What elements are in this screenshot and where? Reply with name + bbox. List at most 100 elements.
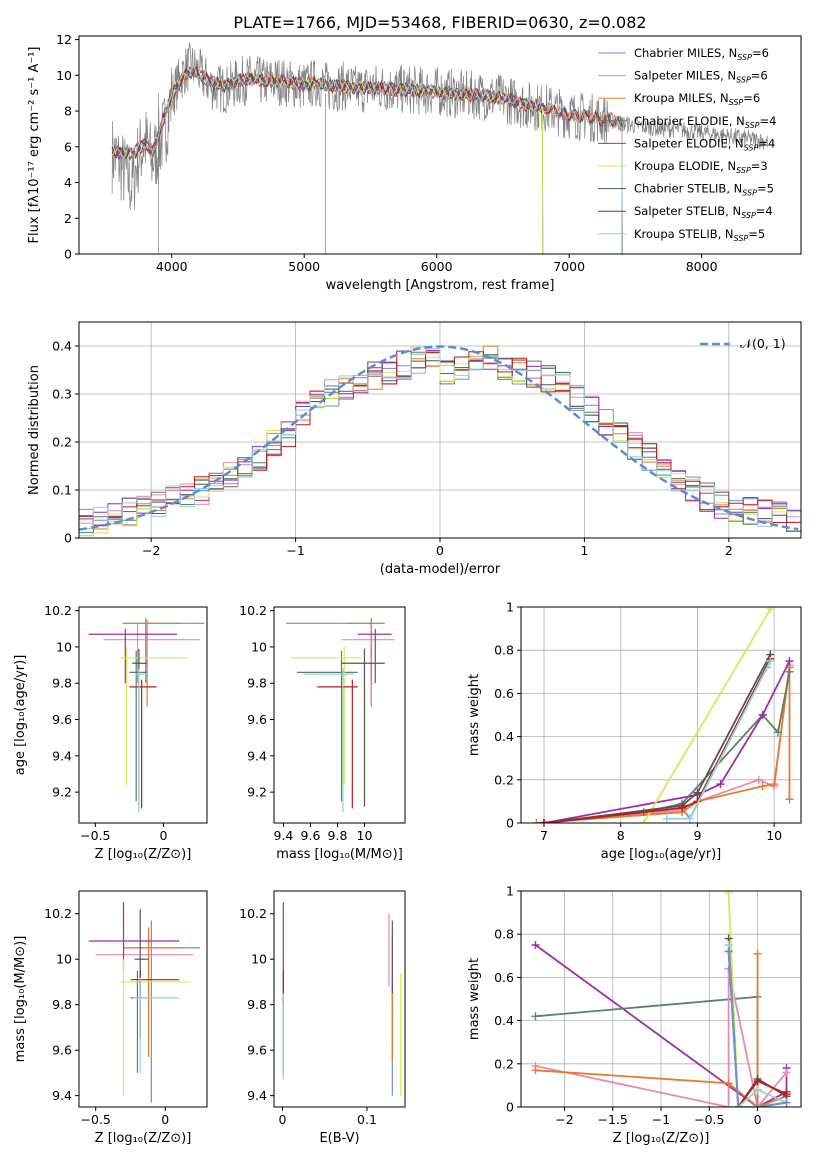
weight-point-marker (785, 667, 794, 676)
y-tick-label: 9.4 (247, 1088, 267, 1103)
x-tick-label: −2 (555, 1112, 573, 1127)
x-tick-label: 8000 (686, 259, 718, 274)
y-tick-label: 0.8 (494, 643, 514, 658)
y-tick-label: 9.6 (247, 712, 267, 727)
x-tick-label: −1 (652, 1112, 670, 1127)
y-tick-label: 10.2 (239, 603, 267, 618)
legend-entry: Chabrier MILES, NSSP=6 (634, 46, 769, 62)
weight-point-marker (766, 607, 775, 614)
x-tick-label: 0 (159, 828, 167, 843)
gaussian-curve (79, 345, 799, 531)
axes-frame (78, 606, 208, 824)
y-axis-label: mass [log₁₀(M/M⊙)] (13, 936, 28, 1063)
weight-point-marker (716, 780, 725, 789)
y-tick-label: 9.2 (52, 785, 72, 800)
mass-vs-ebv-marks (282, 902, 402, 1096)
x-tick-label: 0 (278, 1112, 286, 1127)
weight-line-kroupa-elodie (727, 893, 758, 1107)
y-tick-label: 0.1 (52, 483, 72, 498)
axes-frame (78, 35, 802, 255)
x-axis-label: mass [log₁₀(M/M⊙)] (276, 847, 403, 862)
axes-frame (273, 606, 406, 824)
y-tick-label: 0.8 (494, 927, 514, 942)
y-tick-label: 9.6 (52, 712, 72, 727)
y-tick-label: 10 (56, 68, 72, 83)
x-tick-label: 10 (766, 828, 782, 843)
y-tick-label: 9.4 (52, 1088, 72, 1103)
weight-point-marker (693, 788, 702, 797)
weight-line-salpeter-stelib (543, 658, 772, 823)
x-tick-label: −0.5 (80, 828, 110, 843)
y-tick-label: 10 (251, 952, 267, 967)
y-axis-label: age [log₁₀(age/yr)] (13, 655, 28, 776)
spectrum-panel: 4000 5000 6000 7000 8000 0 2 4 6 8 10 12 wavelength … (27, 32, 802, 293)
residuals-marks (79, 345, 801, 537)
x-tick-label: 5000 (288, 259, 320, 274)
y-axis-label: mass weight (467, 674, 482, 756)
model-line-chabrier-stelib (111, 66, 623, 254)
y-tick-label: 10 (56, 639, 72, 654)
x-tick-label: −1.5 (598, 1112, 628, 1127)
weight-point-marker (753, 1085, 762, 1094)
y-tick-label: 10 (251, 639, 267, 654)
y-tick-label: 1 (506, 884, 514, 899)
x-axis-label: E(B-V) (319, 1131, 359, 1146)
weight-point-marker (540, 819, 549, 823)
y-tick-label: 0 (64, 531, 72, 546)
x-tick-label: 0.1 (357, 1112, 377, 1127)
y-axis-label: mass weight (467, 958, 482, 1040)
y-axis-label: Flux [fλ10⁻¹⁷ erg cm⁻² s⁻¹ A⁻¹] (27, 47, 42, 244)
x-axis-label: age [log₁₀(age/yr)] (601, 847, 722, 862)
y-tick-label: 0.6 (494, 970, 514, 985)
y-tick-label: 0.2 (494, 1056, 514, 1071)
age-vs-mass-panel: 9.4 9.6 9.8 10 9.2 9.4 9.6 9.8 10 10.2 mass [log₁₀… (239, 603, 406, 862)
x-axis-label: Z [log₁₀(Z/Z⊙)] (95, 1131, 192, 1146)
mass-weight-vs-age-panel: 7 8 9 10 0 0.2 0.4 0.6 0.8 1 age [log₁₀(age/yr)] ma… (467, 600, 802, 862)
x-tick-label: −1 (286, 543, 304, 558)
legend-entry: 𝒩(0, 1) (740, 336, 786, 351)
weight-line-kroupa-elodie (642, 608, 772, 823)
y-tick-label: 10.2 (44, 603, 72, 618)
y-tick-label: 0.4 (494, 729, 514, 744)
weight-point-marker (782, 1098, 791, 1107)
x-axis-label: Z [log₁₀(Z/Z⊙)] (613, 1131, 710, 1146)
weight-point-marker (753, 949, 762, 958)
weight-point-marker (773, 728, 782, 737)
legend-entry: Salpeter ELODIE, NSSP=4 (634, 136, 775, 152)
mass-weight-vs-Z-marks (531, 891, 791, 1107)
model-line-kroupa-stelib (112, 64, 623, 254)
age-vs-Z-panel: −0.5 0 9.2 9.4 9.6 9.8 10 10.2 Z [log₁₀(Z/Z⊙)] ag… (13, 603, 208, 862)
y-axis-label: Normed distribution (27, 365, 42, 495)
x-tick-label: 9.6 (301, 828, 321, 843)
y-tick-label: 9.6 (247, 1043, 267, 1058)
y-tick-label: 1 (506, 600, 514, 615)
legend-entry: Kroupa ELODIE, NSSP=3 (634, 159, 768, 175)
weight-point-marker (531, 941, 540, 949)
legend-entry: Chabrier ELODIE, NSSP=4 (634, 114, 776, 130)
weight-point-marker (662, 814, 671, 823)
legend-entry: Salpeter MILES, NSSP=6 (634, 69, 768, 85)
weight-point-marker (782, 1090, 791, 1099)
y-tick-label: 10 (56, 952, 72, 967)
y-tick-label: 9.8 (247, 676, 267, 691)
y-tick-label: 10.2 (239, 906, 267, 921)
x-tick-label: 8 (617, 828, 625, 843)
x-tick-label: 9.4 (274, 828, 294, 843)
y-tick-label: 0 (506, 816, 514, 831)
weight-line-chabrier-stelib (543, 654, 772, 823)
weight-point-marker (724, 947, 733, 956)
x-tick-label: 10 (357, 828, 373, 843)
x-tick-label: −2 (142, 543, 160, 558)
x-axis-label: wavelength [Angstrom, rest frame] (326, 278, 555, 293)
y-tick-label: 9.4 (247, 748, 267, 763)
y-tick-label: 9.8 (52, 997, 72, 1012)
legend-entry: Salpeter STELIB, NSSP=4 (634, 204, 773, 220)
x-tick-label: 0 (161, 1112, 169, 1127)
mass-weight-vs-Z-panel: −2 −1.5 −1 −0.5 0 0 0.2 0.4 0.6 0.8 1 Z [log₁₀(Z/Z⊙… (467, 884, 802, 1146)
weight-line-chabrier-miles (727, 951, 787, 1107)
weight-point-marker (531, 1012, 540, 1021)
weight-point-marker (724, 1079, 733, 1088)
weight-point-marker (753, 1077, 762, 1086)
weight-point-marker (678, 803, 687, 812)
